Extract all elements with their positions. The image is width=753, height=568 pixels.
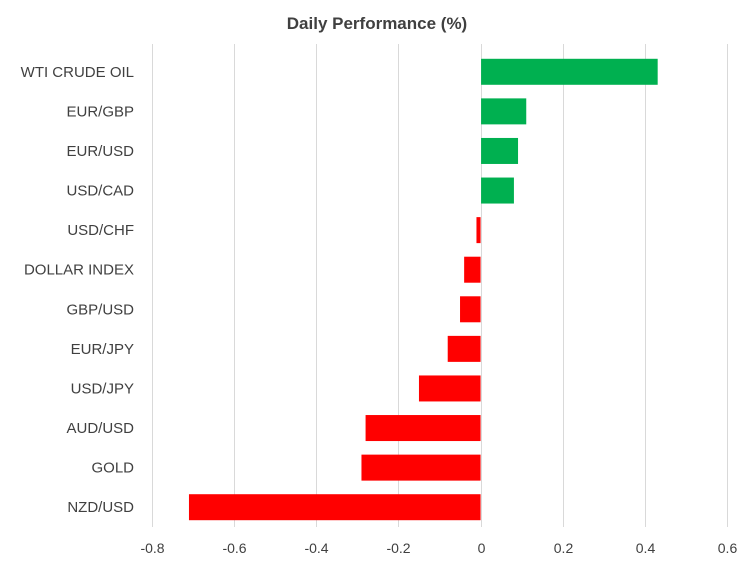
category-label: WTI CRUDE OIL	[21, 64, 134, 81]
category-label: USD/JPY	[71, 380, 134, 397]
bar	[464, 256, 481, 283]
chart-title: Daily Performance (%)	[287, 14, 467, 33]
category-labels: WTI CRUDE OIL EUR/GBP EUR/USD USD/CAD USD/CH…	[21, 64, 135, 516]
x-tick-label: -0.4	[304, 540, 328, 556]
bars	[188, 58, 658, 521]
bar	[460, 296, 481, 323]
bar	[476, 217, 481, 244]
bar	[418, 375, 481, 402]
bar	[365, 415, 481, 442]
bar	[188, 494, 481, 521]
x-tick-label: 0.2	[554, 540, 574, 556]
x-tick-label: -0.6	[222, 540, 246, 556]
bar	[481, 177, 514, 204]
bar	[481, 58, 658, 85]
bar	[447, 335, 481, 362]
gridlines	[152, 44, 728, 527]
category-label: EUR/GBP	[66, 103, 134, 120]
bar	[481, 137, 519, 164]
category-label: GOLD	[91, 460, 134, 477]
bar	[361, 454, 481, 481]
x-tick-label: 0.4	[636, 540, 656, 556]
category-label: USD/CAD	[66, 183, 134, 200]
category-label: AUD/USD	[66, 420, 134, 437]
category-label: DOLLAR INDEX	[24, 262, 134, 279]
x-tick-label: 0	[478, 540, 486, 556]
bar	[481, 98, 527, 125]
x-tick-label: -0.8	[140, 540, 164, 556]
category-label: EUR/USD	[66, 143, 134, 160]
category-label: EUR/JPY	[71, 341, 134, 358]
x-axis-tick-labels: -0.8 -0.6 -0.4 -0.2 0 0.2 0.4 0.6	[140, 540, 737, 556]
category-label: GBP/USD	[66, 301, 134, 318]
x-tick-label: -0.2	[386, 540, 410, 556]
x-tick-label: 0.6	[718, 540, 738, 556]
category-label: USD/CHF	[67, 222, 134, 239]
category-label: NZD/USD	[67, 499, 134, 516]
